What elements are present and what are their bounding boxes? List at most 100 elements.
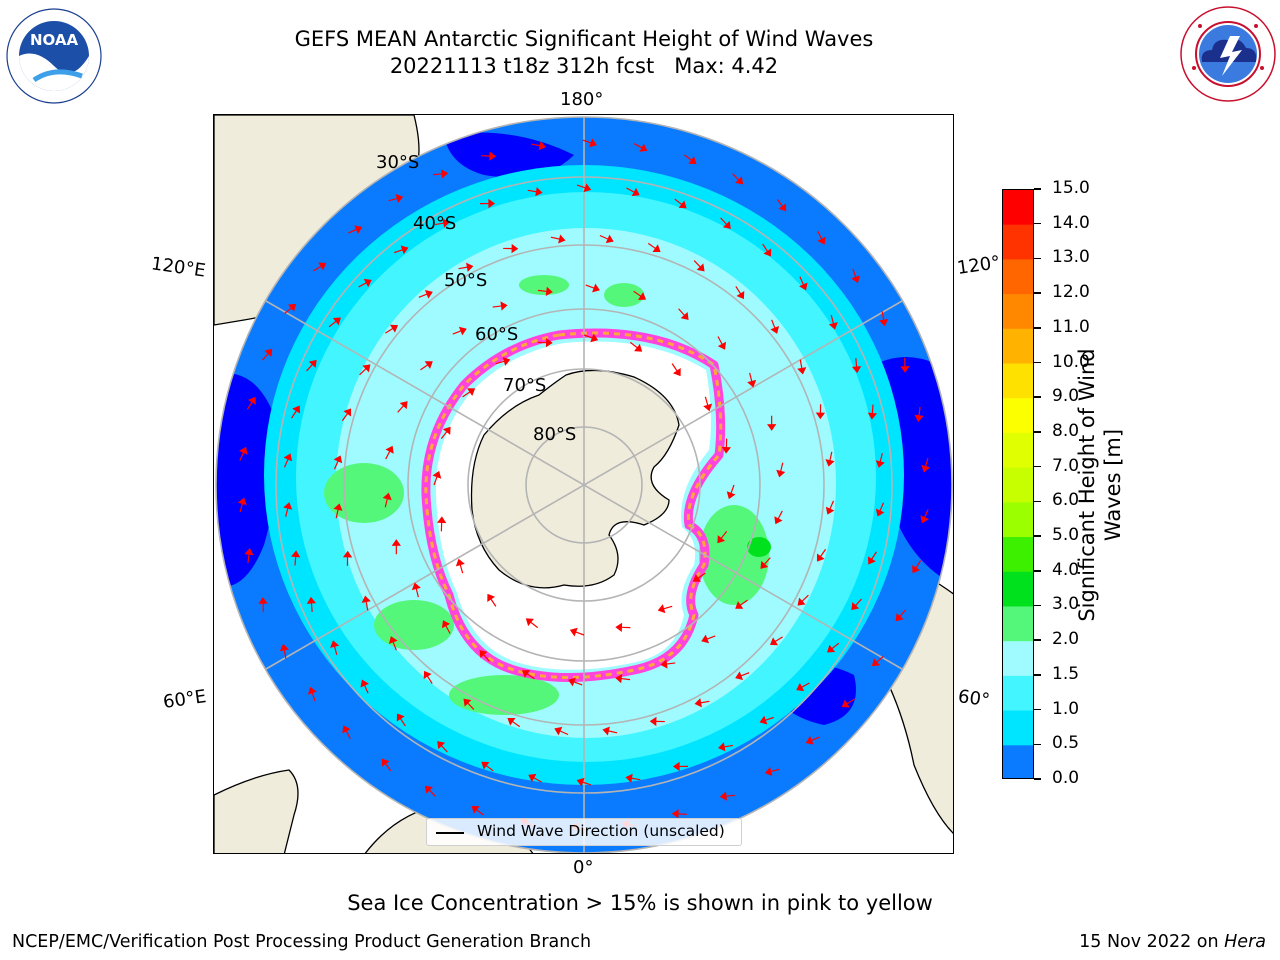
wind-arrow xyxy=(384,498,388,508)
wind-arrow xyxy=(573,681,583,686)
wind-arrow-head xyxy=(703,403,713,412)
wind-arrow xyxy=(633,143,643,149)
colorbar-band xyxy=(1003,745,1033,778)
wind-arrow xyxy=(576,184,586,189)
wind-arrow-head xyxy=(244,548,254,556)
wind-arrow-head xyxy=(914,414,924,422)
wind-arrow xyxy=(771,319,776,329)
machine-name: Hera xyxy=(1224,932,1266,952)
graticule xyxy=(215,116,953,853)
wind-arrow-head xyxy=(692,573,701,582)
wind-arrow-head xyxy=(634,343,643,352)
lon-label-right-upper: 120° xyxy=(955,252,1002,279)
colorbar-tick-label: 5.0 xyxy=(1052,525,1080,546)
wind-arrow-head xyxy=(680,311,689,320)
wind-arrow xyxy=(239,451,245,461)
colorbar-tick-label: 2.0 xyxy=(1052,629,1080,650)
wind-arrow xyxy=(626,187,635,193)
wind-arrow xyxy=(846,698,855,705)
wind-arrow-head xyxy=(722,220,731,229)
wind-arrow-head xyxy=(851,275,861,284)
wind-arrow-head xyxy=(432,470,442,479)
wind-arrow xyxy=(871,404,874,414)
wind-arrow-head xyxy=(500,301,508,311)
colorbar-tick-mark xyxy=(1034,743,1041,746)
wind-arrow-head xyxy=(828,322,838,330)
wind-arrow xyxy=(583,334,593,339)
lat-label-30s: 30°S xyxy=(376,152,420,173)
colorbar-title: Significant Height of Wind Waves [m] xyxy=(1075,348,1125,622)
wind-arrow-head xyxy=(583,183,592,193)
wind-arrow xyxy=(749,372,753,382)
wind-arrow-head xyxy=(569,627,578,637)
colorbar-tick-mark xyxy=(1034,674,1041,676)
wind-arrow xyxy=(559,730,569,736)
wind-arrow-head xyxy=(306,596,317,604)
colorbar-tick-mark xyxy=(1034,292,1041,294)
wind-arrow-head xyxy=(760,560,769,569)
wind-arrow-head xyxy=(637,292,647,300)
wind-arrow-head xyxy=(247,396,256,405)
wind-arrow-head xyxy=(717,535,726,544)
colorbar-tick-mark xyxy=(1034,396,1041,398)
wind-arrow-head xyxy=(900,366,910,373)
wind-arrow-head xyxy=(615,622,623,633)
wind-arrow xyxy=(285,507,289,517)
chart-subtitle: 20221113 t18z 312h fcst Max: 4.42 xyxy=(389,54,779,78)
wind-arrow-head xyxy=(291,550,301,558)
wind-arrow-head xyxy=(382,492,392,501)
colorbar-band xyxy=(1003,606,1033,642)
wind-arrow-head xyxy=(735,176,744,185)
wind-arrow-head xyxy=(333,455,343,464)
wind-arrow-head xyxy=(774,516,783,525)
wind-arrow xyxy=(608,730,618,734)
colorbar-tick-mark xyxy=(1034,222,1041,225)
wind-arrow xyxy=(420,364,429,371)
wind-arrow-head xyxy=(867,556,876,565)
wind-arrow xyxy=(341,413,349,422)
wind-arrow xyxy=(397,405,405,413)
legend-label: Wind Wave Direction (unscaled) xyxy=(477,822,725,840)
wind-arrow-head xyxy=(307,686,317,695)
wind-arrow-head xyxy=(237,497,247,506)
colorbar-tick-label: 7.0 xyxy=(1052,455,1080,476)
wind-arrow-head xyxy=(385,445,394,454)
credit-text: NCEP/EMC/Verification Post Processing Pr… xyxy=(12,932,592,952)
wind-arrow-head xyxy=(912,565,921,574)
chart-title: GEFS MEAN Antarctic Significant Height o… xyxy=(294,27,874,51)
wind-arrow-head xyxy=(521,670,531,678)
wind-arrow-head xyxy=(467,388,476,397)
wind-arrow-head xyxy=(396,713,405,722)
wind-arrow xyxy=(385,450,391,460)
wind-arrow xyxy=(739,599,748,606)
wind-arrow xyxy=(530,621,539,629)
wind-arrow xyxy=(434,222,445,226)
wind-arrow xyxy=(730,484,735,494)
wind-arrow xyxy=(526,673,535,680)
noaa-logo-text: NOAA xyxy=(30,31,79,49)
wind-arrow-head xyxy=(388,636,398,645)
wind-arrow-head xyxy=(797,597,806,606)
wind-arrow-head xyxy=(455,558,465,567)
wind-arrow xyxy=(811,736,820,742)
wind-arrow xyxy=(333,460,339,470)
polar-map xyxy=(214,115,953,853)
colorbar-tick-mark xyxy=(1034,604,1041,607)
wind-arrow xyxy=(490,598,497,607)
wind-arrow xyxy=(313,265,322,272)
wind-arrow xyxy=(740,672,750,677)
colorbar xyxy=(1002,189,1034,779)
wind-arrow-head xyxy=(576,777,585,787)
wind-arrow-head xyxy=(279,643,289,652)
wind-arrow xyxy=(829,500,835,510)
wind-arrow-head xyxy=(511,243,519,254)
wind-arrow xyxy=(537,289,547,293)
wind-arrow-head xyxy=(342,725,351,734)
wind-arrow-head xyxy=(441,620,451,629)
colorbar-band xyxy=(1003,328,1033,365)
wind-arrow xyxy=(426,675,433,684)
wind-arrow xyxy=(678,308,686,316)
lon-label-left-upper: 120°E xyxy=(149,253,207,282)
colorbar-tick-label: 3.0 xyxy=(1052,594,1080,615)
wind-arrow-head xyxy=(528,773,537,783)
